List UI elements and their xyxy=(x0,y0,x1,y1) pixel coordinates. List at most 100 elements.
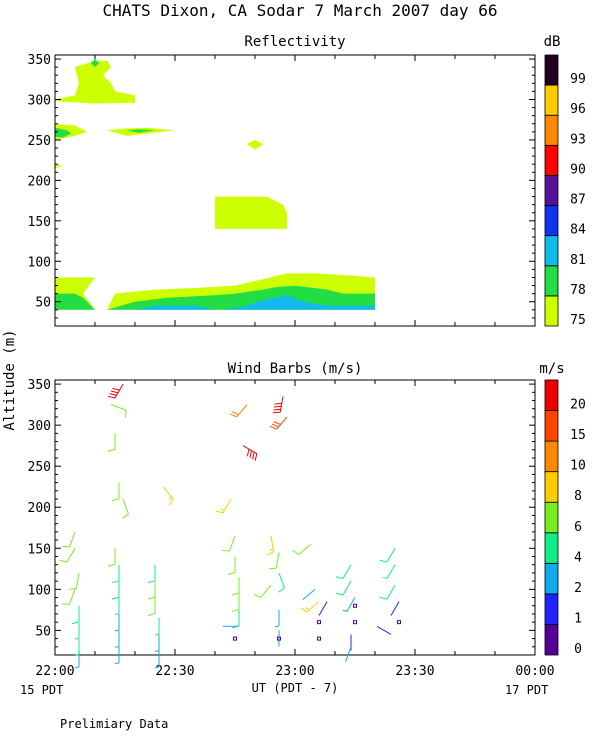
x-axis-label: UT (PDT - 7) xyxy=(252,681,339,695)
wind-barb-feather xyxy=(62,603,70,605)
wind-barb-half-feather xyxy=(114,629,120,632)
wind-barb-half-feather xyxy=(74,654,80,657)
wind-barb-feather xyxy=(379,596,388,600)
wind-barb-feather xyxy=(335,576,344,580)
reflectivity-title: Reflectivity xyxy=(244,34,345,50)
wind-colorbar-swatch xyxy=(544,440,559,473)
wind-barb-half-feather xyxy=(74,637,80,640)
wind-barb xyxy=(382,564,396,580)
wind-colorbar-swatch xyxy=(544,532,559,564)
wind-barb-feather xyxy=(122,513,129,519)
reflectivity-contour-region xyxy=(247,139,263,150)
reflectivity-contour-region xyxy=(127,129,155,133)
wind-colorbar-swatch xyxy=(544,501,559,534)
wind-barb-feather xyxy=(231,608,240,612)
wind-barb-staff xyxy=(222,498,232,514)
wind-barb xyxy=(379,548,396,563)
wind-y-tick-label: 50 xyxy=(35,624,51,639)
wind-title: Wind Barbs (m/s) xyxy=(228,361,363,377)
wind-barb xyxy=(215,498,232,514)
y-axis-label: Altitude (m) xyxy=(2,329,18,430)
wind-barb xyxy=(253,584,272,598)
wind-barb xyxy=(292,543,312,555)
reflectivity-y-tick-label: 200 xyxy=(28,174,51,189)
wind-barb-feather xyxy=(107,448,116,452)
wind-barb xyxy=(111,581,120,600)
wind-barb xyxy=(318,601,328,616)
reflectivity-colorbar: 75 78 81 84 87 90 93 96 99 xyxy=(544,54,586,328)
wind-barb-staff xyxy=(69,531,76,548)
wind-barb xyxy=(376,626,392,635)
wind-barb-staff xyxy=(346,597,356,612)
wind-barb-feather xyxy=(68,588,77,590)
wind-y-tick-label: 300 xyxy=(28,419,51,434)
reflectivity-colorbar-label: 93 xyxy=(570,132,586,147)
wind-barb-staff xyxy=(278,572,285,589)
wind-barb xyxy=(114,613,120,632)
wind-barb-calm xyxy=(353,620,357,625)
wind-barb-feather xyxy=(107,563,116,567)
wind-barb xyxy=(154,618,160,636)
wind-barb-feather xyxy=(227,572,236,575)
wind-barb-calm xyxy=(277,636,281,641)
reflectivity-colorbar-swatch xyxy=(544,205,559,237)
wind-colorbar-label: 6 xyxy=(574,520,582,535)
wind-barb xyxy=(147,564,156,584)
wind-barb xyxy=(302,588,316,600)
wind-barb xyxy=(147,581,156,600)
wind-colorbar-label: 0 xyxy=(574,642,582,657)
wind-barb-feather xyxy=(278,587,285,593)
reflectivity-axes: 50 100 150 200 250 300 350 xyxy=(28,53,536,327)
reflectivity-colorbar-label: 78 xyxy=(570,283,586,298)
wind-barb-staff xyxy=(236,404,248,418)
reflectivity-colorbar-swatch xyxy=(544,175,559,206)
wind-colorbar-label: 1 xyxy=(574,611,582,626)
wind-barb-staff xyxy=(75,572,80,589)
wind-barb-feather xyxy=(271,423,279,428)
wind-barb-staff xyxy=(275,552,280,569)
wind-barb-feather xyxy=(249,450,253,458)
wind-barb xyxy=(107,548,116,567)
figure-title: CHATS Dixon, CA Sodar 7 March 2007 day 6… xyxy=(103,1,498,20)
wind-barb-staff xyxy=(302,588,316,600)
wind-frame xyxy=(54,379,536,656)
wind-barb-feather xyxy=(272,411,281,414)
wind-barb-half-feather xyxy=(382,576,388,580)
wind-barb-half-feather xyxy=(114,645,120,648)
reflectivity-colorbar-swatch xyxy=(544,84,559,116)
wind-panel: Wind Barbs (m/s) 22:00 22:30 23:00 23:30 00:… xyxy=(28,361,586,679)
wind-barb xyxy=(222,535,236,552)
wind-colorbar-label: 8 xyxy=(574,489,582,504)
wind-barb xyxy=(107,433,116,452)
wind-barb xyxy=(390,601,400,616)
wind-barb-half-feather xyxy=(274,625,280,628)
reflectivity-colorbar-swatch xyxy=(544,265,559,297)
wind-barb-feather xyxy=(292,549,300,555)
wind-colorbar-swatch xyxy=(544,624,559,656)
wind-barb-staff xyxy=(390,601,400,616)
wind-barb-feather xyxy=(112,387,120,391)
reflectivity-colorbar-label: 99 xyxy=(570,72,586,87)
wind-barb xyxy=(231,593,240,612)
wind-colorbar-swatch xyxy=(544,593,559,625)
reflectivity-colorbar-swatch xyxy=(544,295,559,327)
wind-barb-half-feather xyxy=(154,649,160,652)
wind-barb xyxy=(268,552,280,570)
wind-colorbar-label: 2 xyxy=(574,581,582,596)
wind-barb xyxy=(154,634,160,652)
wind-barb-staff xyxy=(279,396,284,413)
wind-barb-calm xyxy=(317,636,321,641)
wind-barb-staff xyxy=(376,626,392,635)
wind-barb-feather xyxy=(252,452,255,460)
wind-barb-staff xyxy=(386,564,396,579)
footer-note: Prelimiary Data xyxy=(60,717,168,731)
wind-barb-feather xyxy=(109,393,117,396)
wind-barb-calm xyxy=(233,636,237,641)
reflectivity-colorbar-label: 81 xyxy=(570,253,586,268)
wind-barb xyxy=(267,535,275,556)
wind-barb xyxy=(111,564,120,584)
reflectivity-y-tick-label: 50 xyxy=(35,296,51,311)
wind-x-tick-label: 23:30 xyxy=(395,664,434,679)
wind-barb-feather xyxy=(273,408,281,411)
